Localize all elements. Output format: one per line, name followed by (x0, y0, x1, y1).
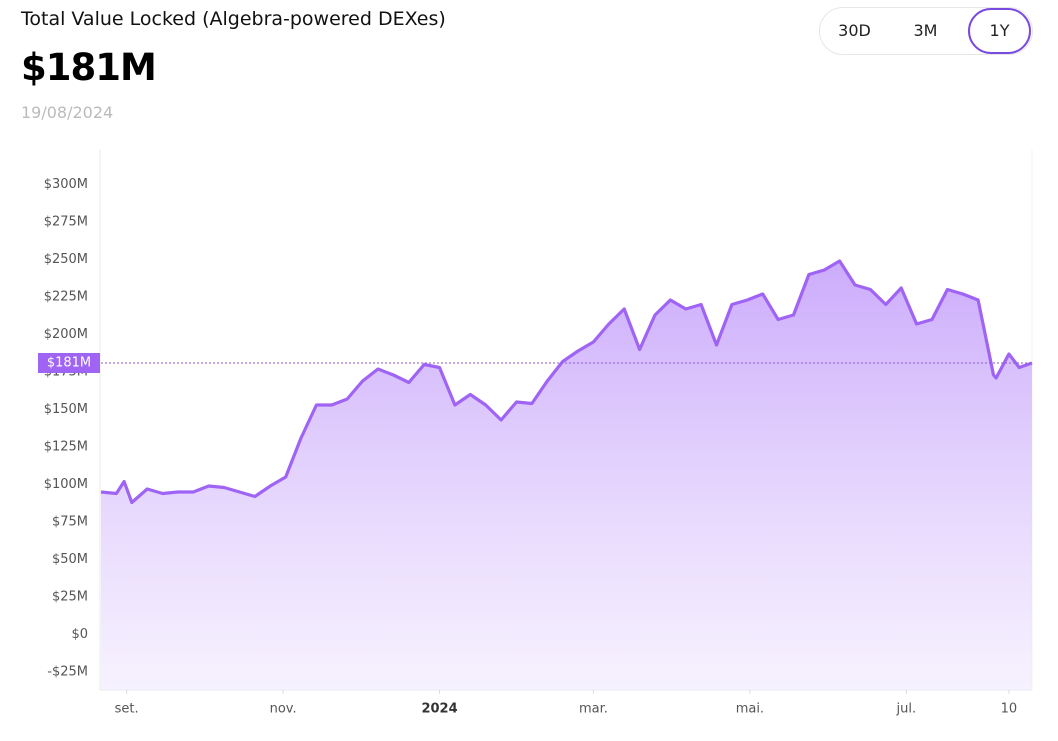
x-tick-label: set. (115, 702, 139, 717)
title: Total Value Locked (Algebra-powered DEXe… (21, 8, 446, 30)
y-tick-label: $200M (44, 327, 88, 342)
current-value: $181M (21, 46, 157, 89)
y-tick-label: $50M (52, 552, 88, 567)
y-tick-label: $75M (52, 515, 88, 530)
y-tick-label: $100M (44, 477, 88, 492)
x-tick-label: jul. (896, 702, 917, 717)
line (100, 259, 1033, 505)
y-tick-label: $225M (44, 290, 88, 305)
area (101, 261, 1032, 690)
y-tick-label: -$25M (47, 665, 88, 680)
range-button[interactable]: 3M (913, 21, 938, 40)
x-tick-label: nov. (270, 702, 297, 717)
x-tick-label: 2024 (421, 702, 457, 717)
y-tick-label: $125M (44, 440, 88, 455)
y-tick-label: $275M (44, 215, 88, 230)
y-tick-label: $250M (44, 252, 88, 267)
y-tick-label: $150M (44, 402, 88, 417)
range-button[interactable]: 30D (838, 21, 871, 40)
range-button[interactable]: 1Y (968, 8, 1031, 54)
current-badge (38, 353, 100, 373)
y-tick-label: $300M (44, 177, 88, 192)
range-selector: 30D 3M 1Y (819, 7, 1033, 55)
y-tick-label: $25M (52, 590, 88, 605)
y-tick-label: $0 (71, 627, 88, 642)
x-tick-label: mar. (579, 702, 608, 717)
date: 19/08/2024 (21, 103, 114, 122)
x-tick-label: 10 (1001, 702, 1018, 717)
x-tick-label: mai. (736, 702, 764, 717)
current-badge-label: $181M (47, 356, 91, 371)
